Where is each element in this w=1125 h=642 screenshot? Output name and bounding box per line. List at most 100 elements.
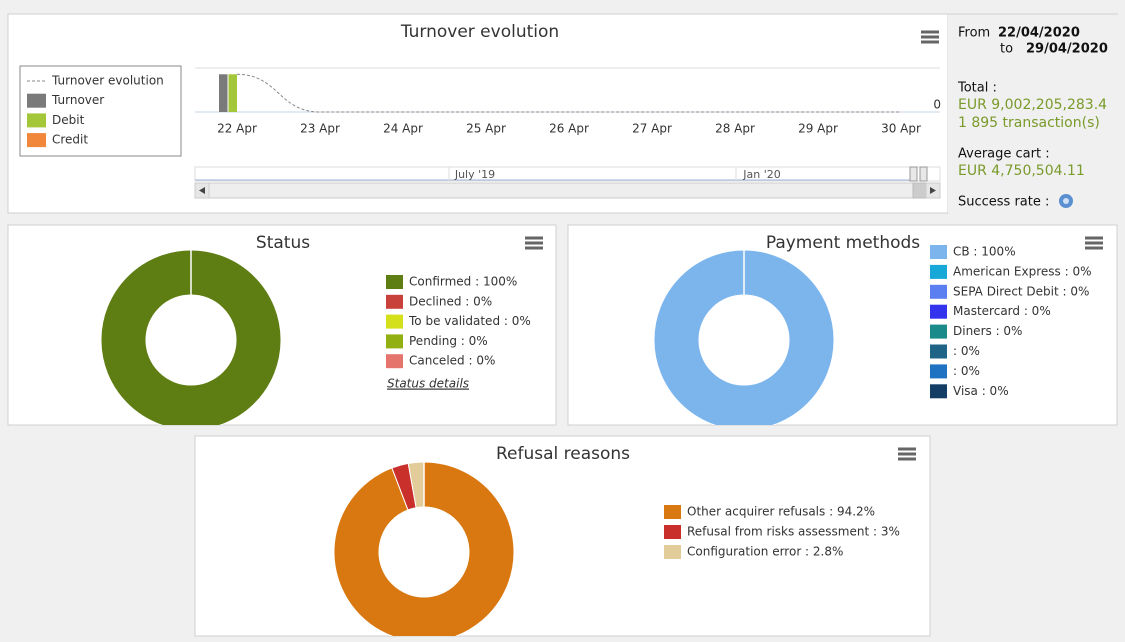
legend-label: Turnover evolution — [51, 74, 164, 88]
menu-icon[interactable] — [921, 30, 939, 34]
menu-icon[interactable] — [525, 246, 543, 250]
status-details-link[interactable]: Status details — [387, 377, 469, 391]
legend-swatch — [386, 275, 403, 289]
legend-label: Turnover — [51, 93, 104, 107]
menu-icon[interactable] — [898, 457, 916, 461]
legend-label: Configuration error : 2.8% — [687, 545, 843, 559]
legend-label: Refusal from risks assessment : 3% — [687, 525, 900, 539]
help-icon-dot — [1063, 198, 1069, 204]
x-tick-label: 27 Apr — [632, 122, 672, 136]
panel — [194, 435, 931, 637]
donut — [333, 461, 515, 636]
legend-swatch — [664, 525, 681, 539]
legend-swatch — [930, 384, 947, 399]
menu-icon[interactable] — [921, 35, 939, 39]
x-tick-label: 28 Apr — [715, 122, 755, 136]
sidebar — [948, 14, 1118, 213]
average: EUR 4,750,504.11 — [958, 163, 1085, 179]
menu-icon[interactable] — [921, 40, 939, 44]
legend-swatch — [930, 304, 947, 319]
navigator — [194, 166, 941, 182]
legend-swatch — [386, 314, 403, 329]
legend-label: Pending : 0% — [409, 334, 488, 348]
x-tick-label: 24 Apr — [383, 122, 423, 136]
menu-icon[interactable] — [1085, 241, 1103, 245]
legend-label: Diners : 0% — [953, 324, 1022, 338]
donut-slice — [333, 461, 515, 636]
legend-box — [19, 65, 182, 157]
chart-title: Status — [256, 233, 310, 253]
x-tick-label: 29 Apr — [798, 122, 838, 136]
menu-icon[interactable] — [898, 447, 916, 451]
legend-swatch — [386, 334, 403, 349]
legend-label: American Express : 0% — [953, 264, 1092, 278]
menu-icon[interactable] — [1085, 246, 1103, 250]
x-tick-label: 25 Apr — [466, 122, 506, 136]
legend-swatch — [930, 245, 947, 259]
success-label: Success rate : — [958, 195, 1049, 210]
transactions: 1 895 transaction(s) — [958, 115, 1100, 131]
to-label: to — [1000, 42, 1013, 57]
navigator-handle[interactable] — [909, 166, 918, 182]
legend-label: : 0% — [953, 364, 980, 378]
donut-slice — [653, 249, 835, 425]
legend-swatch — [386, 354, 403, 369]
legend-swatch — [930, 324, 947, 339]
legend-label: Credit — [52, 133, 88, 147]
x-tick-label: 30 Apr — [881, 122, 921, 136]
legend-label: Debit — [52, 113, 85, 127]
navigator-label: July '19 — [454, 168, 495, 181]
average-label: Average cart : — [958, 147, 1050, 162]
chart-title: Refusal reasons — [496, 444, 630, 464]
bar — [219, 74, 228, 112]
legend-label: Mastercard : 0% — [953, 304, 1051, 318]
legend-label: Canceled : 0% — [409, 354, 495, 368]
y-tick-label: 0 — [933, 98, 941, 112]
legend-swatch — [930, 284, 947, 299]
legend-label: : 0% — [953, 344, 980, 358]
line — [236, 73, 901, 113]
legend-label: SEPA Direct Debit : 0% — [953, 284, 1089, 298]
total-label: Total : — [957, 81, 997, 96]
panel — [567, 224, 1118, 426]
navigator-handle[interactable] — [919, 166, 928, 182]
legend-swatch — [27, 93, 46, 108]
menu-icon[interactable] — [525, 241, 543, 245]
chart-title: Turnover evolution — [400, 22, 559, 42]
chart-title: Payment methods — [766, 233, 920, 253]
bar — [228, 74, 237, 112]
from-date: 22/04/2020 — [998, 26, 1080, 41]
legend-label: CB : 100% — [953, 245, 1016, 259]
scroll-thumb[interactable] — [912, 182, 928, 199]
donut-slice — [100, 249, 282, 425]
legend-swatch — [664, 545, 681, 559]
menu-icon[interactable] — [525, 236, 543, 240]
scroll-arrow — [930, 187, 936, 194]
menu-icon[interactable] — [1085, 236, 1103, 240]
x-tick-label: 26 Apr — [549, 122, 589, 136]
donut — [100, 249, 282, 425]
to-date: 29/04/2020 — [1026, 42, 1108, 57]
legend-swatch — [27, 133, 46, 148]
menu-icon[interactable] — [898, 452, 916, 456]
legend-swatch — [930, 364, 947, 379]
legend-label: Other acquirer refusals : 94.2% — [687, 505, 875, 519]
legend-label: Visa : 0% — [953, 384, 1009, 398]
total: EUR 9,002,205,283.4 — [958, 97, 1107, 113]
legend-label: Declined : 0% — [409, 294, 492, 308]
legend-swatch — [664, 505, 681, 519]
legend-label: Confirmed : 100% — [409, 275, 517, 289]
legend-swatch — [386, 294, 403, 309]
navigator-label: Jan '20 — [742, 168, 780, 181]
legend-label: To be validated : 0% — [408, 314, 531, 328]
legend-swatch — [930, 344, 947, 359]
x-tick-label: 22 Apr — [217, 122, 257, 136]
scroll-arrow — [199, 187, 205, 194]
from-label: From — [958, 26, 990, 41]
x-tick-label: 23 Apr — [300, 122, 340, 136]
legend-swatch — [930, 264, 947, 279]
legend-swatch — [27, 113, 46, 128]
donut — [653, 249, 835, 425]
scrollbar — [194, 182, 941, 199]
